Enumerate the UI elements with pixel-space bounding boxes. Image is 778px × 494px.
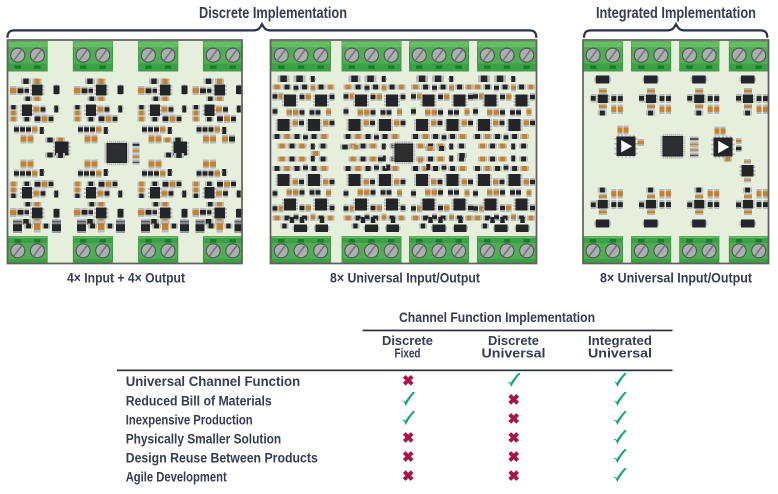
svg-text:Universal: Universal xyxy=(482,345,546,360)
svg-text:8× Universal Input/Output: 8× Universal Input/Output xyxy=(600,270,752,285)
svg-text:Integrated: Integrated xyxy=(588,333,652,348)
svg-text:Design Reuse Between Products: Design Reuse Between Products xyxy=(126,450,318,465)
svg-text:Inexpensive Production: Inexpensive Production xyxy=(126,412,253,427)
svg-text:Channel Function Implementatio: Channel Function Implementation xyxy=(399,309,595,325)
svg-text:4× Input + 4× Output: 4× Input + 4× Output xyxy=(67,270,185,285)
svg-text:Reduced Bill of Materials: Reduced Bill of Materials xyxy=(126,393,272,408)
svg-text:Discrete: Discrete xyxy=(382,333,433,348)
svg-text:Universal: Universal xyxy=(588,345,652,360)
svg-text:Agile Development: Agile Development xyxy=(126,469,227,484)
svg-text:8× Universal Input/Output: 8× Universal Input/Output xyxy=(330,270,480,285)
svg-text:Universal Channel Function: Universal Channel Function xyxy=(126,374,301,389)
svg-text:Integrated Implementation: Integrated Implementation xyxy=(596,5,756,22)
svg-text:Fixed: Fixed xyxy=(395,345,421,360)
svg-text:Physically Smaller Solution: Physically Smaller Solution xyxy=(126,431,282,446)
svg-text:Discrete Implementation: Discrete Implementation xyxy=(199,5,347,22)
svg-text:Discrete: Discrete xyxy=(488,333,539,348)
